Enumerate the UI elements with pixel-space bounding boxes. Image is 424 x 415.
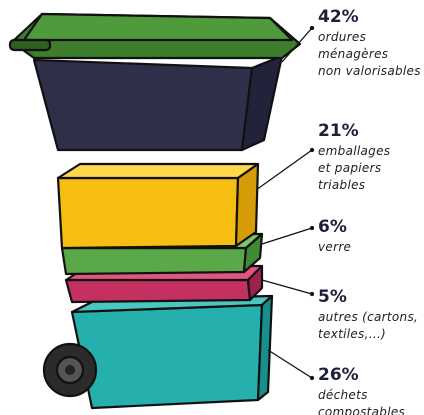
infographic: 42% ordures ménagères non valorisables 21% em…: [0, 0, 424, 415]
percent: 21%: [318, 121, 359, 141]
label-line: ordures: [318, 30, 366, 44]
labels: 42% ordures ménagères non valorisables 21% em…: [318, 7, 421, 415]
percent: 5%: [318, 287, 347, 307]
label-line: déchets: [318, 388, 368, 402]
percent: 6%: [318, 217, 347, 237]
label-line: et papiers: [318, 161, 381, 175]
residual-layer: [34, 56, 282, 150]
label-line: triables: [318, 178, 365, 192]
label-line: verre: [318, 240, 351, 254]
compost-layer: [44, 296, 272, 408]
percent: 42%: [318, 7, 359, 27]
percent: 26%: [318, 365, 359, 385]
label-line: textiles,...): [318, 327, 386, 341]
label-line: ménagères: [318, 47, 388, 61]
label-line: autres (cartons,: [318, 310, 418, 324]
label-line: non valorisables: [318, 64, 421, 78]
lid: [10, 14, 300, 58]
packaging-layer: [58, 164, 258, 248]
label-line: compostables: [318, 405, 405, 415]
label-line: emballages: [318, 144, 390, 158]
